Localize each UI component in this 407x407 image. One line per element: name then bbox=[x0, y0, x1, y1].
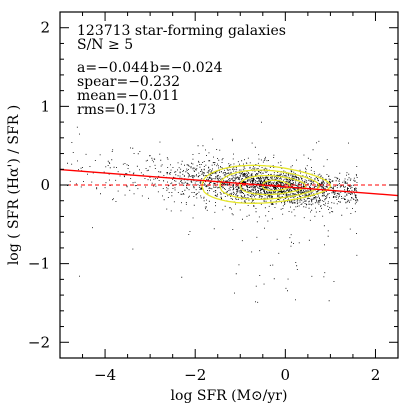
contour-level-2 bbox=[219, 169, 320, 200]
x-tick-label: 2 bbox=[371, 366, 381, 384]
chart-title: 123713 star-forming galaxies bbox=[77, 23, 286, 39]
y-tick-label: 2 bbox=[40, 19, 50, 37]
y-tick-label: 1 bbox=[40, 97, 50, 115]
stat-a: a=−0.044 bbox=[77, 60, 149, 76]
density-contours bbox=[201, 164, 332, 204]
x-axis-title: log SFR (M⊙/yr) bbox=[171, 388, 288, 404]
y-tick-label: −1 bbox=[28, 255, 50, 273]
scatter-point-cloud bbox=[67, 121, 359, 303]
x-tick-label: 0 bbox=[281, 366, 291, 384]
stat-b: b=−0.024 bbox=[150, 60, 223, 76]
scatter-points bbox=[67, 121, 359, 303]
contour-level-1 bbox=[201, 164, 332, 204]
y-tick-label: 0 bbox=[40, 176, 50, 194]
contour-level-3 bbox=[239, 174, 307, 196]
chart-subtitle: S/N ≥ 5 bbox=[77, 37, 133, 53]
fit-lines bbox=[59, 168, 399, 197]
y-tick-label: −2 bbox=[28, 333, 50, 351]
x-tick-label: −4 bbox=[94, 366, 116, 384]
x-tick-label: −2 bbox=[184, 366, 206, 384]
axis-ticks: −4 −2 0 2 −2 −1 0 1 2 bbox=[28, 11, 399, 384]
stat-spear: spear=−0.232 bbox=[77, 74, 180, 90]
fit-line bbox=[59, 168, 399, 197]
stat-mean: mean=−0.011 bbox=[77, 88, 179, 104]
stat-rms: rms=0.173 bbox=[77, 102, 156, 118]
y-axis-title: log ( SFR (Hα') / SFR ) bbox=[6, 105, 22, 265]
